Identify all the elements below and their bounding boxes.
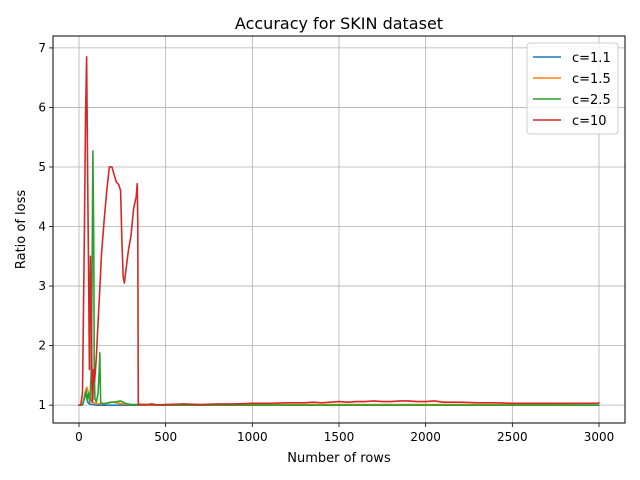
legend-entry: c=10 — [572, 114, 607, 129]
legend: c=1.1 c=1.5 c=2.5 c=10 — [526, 42, 619, 135]
legend-box — [526, 42, 619, 135]
y-tick-label: 3 — [38, 279, 46, 293]
legend-entry: c=1.1 — [572, 51, 611, 66]
series-line-c-10 — [78, 56, 600, 406]
x-tick-label: 2000 — [410, 430, 441, 444]
series-lines — [78, 56, 600, 406]
x-tick-label: 500 — [154, 430, 177, 444]
chart-title: Accuracy for SKIN dataset — [235, 14, 443, 33]
y-tick-label: 7 — [38, 41, 46, 55]
x-tick-label: 1000 — [237, 430, 268, 444]
y-tick-label: 4 — [38, 220, 46, 234]
x-tick-label: 3000 — [584, 430, 615, 444]
x-tick-label: 1500 — [324, 430, 355, 444]
y-axis: 1 2 3 4 5 6 7 — [38, 41, 53, 412]
y-tick-label: 1 — [38, 398, 46, 412]
y-tick-label: 5 — [38, 160, 46, 174]
legend-entry: c=1.5 — [572, 72, 611, 87]
x-tick-label: 2500 — [497, 430, 528, 444]
x-tick-label: 0 — [75, 430, 83, 444]
x-axis: 0 500 1000 1500 2000 2500 3000 — [75, 423, 614, 444]
legend-entry: c=2.5 — [572, 93, 611, 108]
x-axis-label: Number of rows — [287, 451, 391, 466]
y-tick-label: 2 — [38, 339, 46, 353]
series-line-c-2-5 — [78, 150, 600, 406]
y-axis-label: Ratio of loss — [14, 190, 29, 270]
y-tick-label: 6 — [38, 100, 46, 114]
